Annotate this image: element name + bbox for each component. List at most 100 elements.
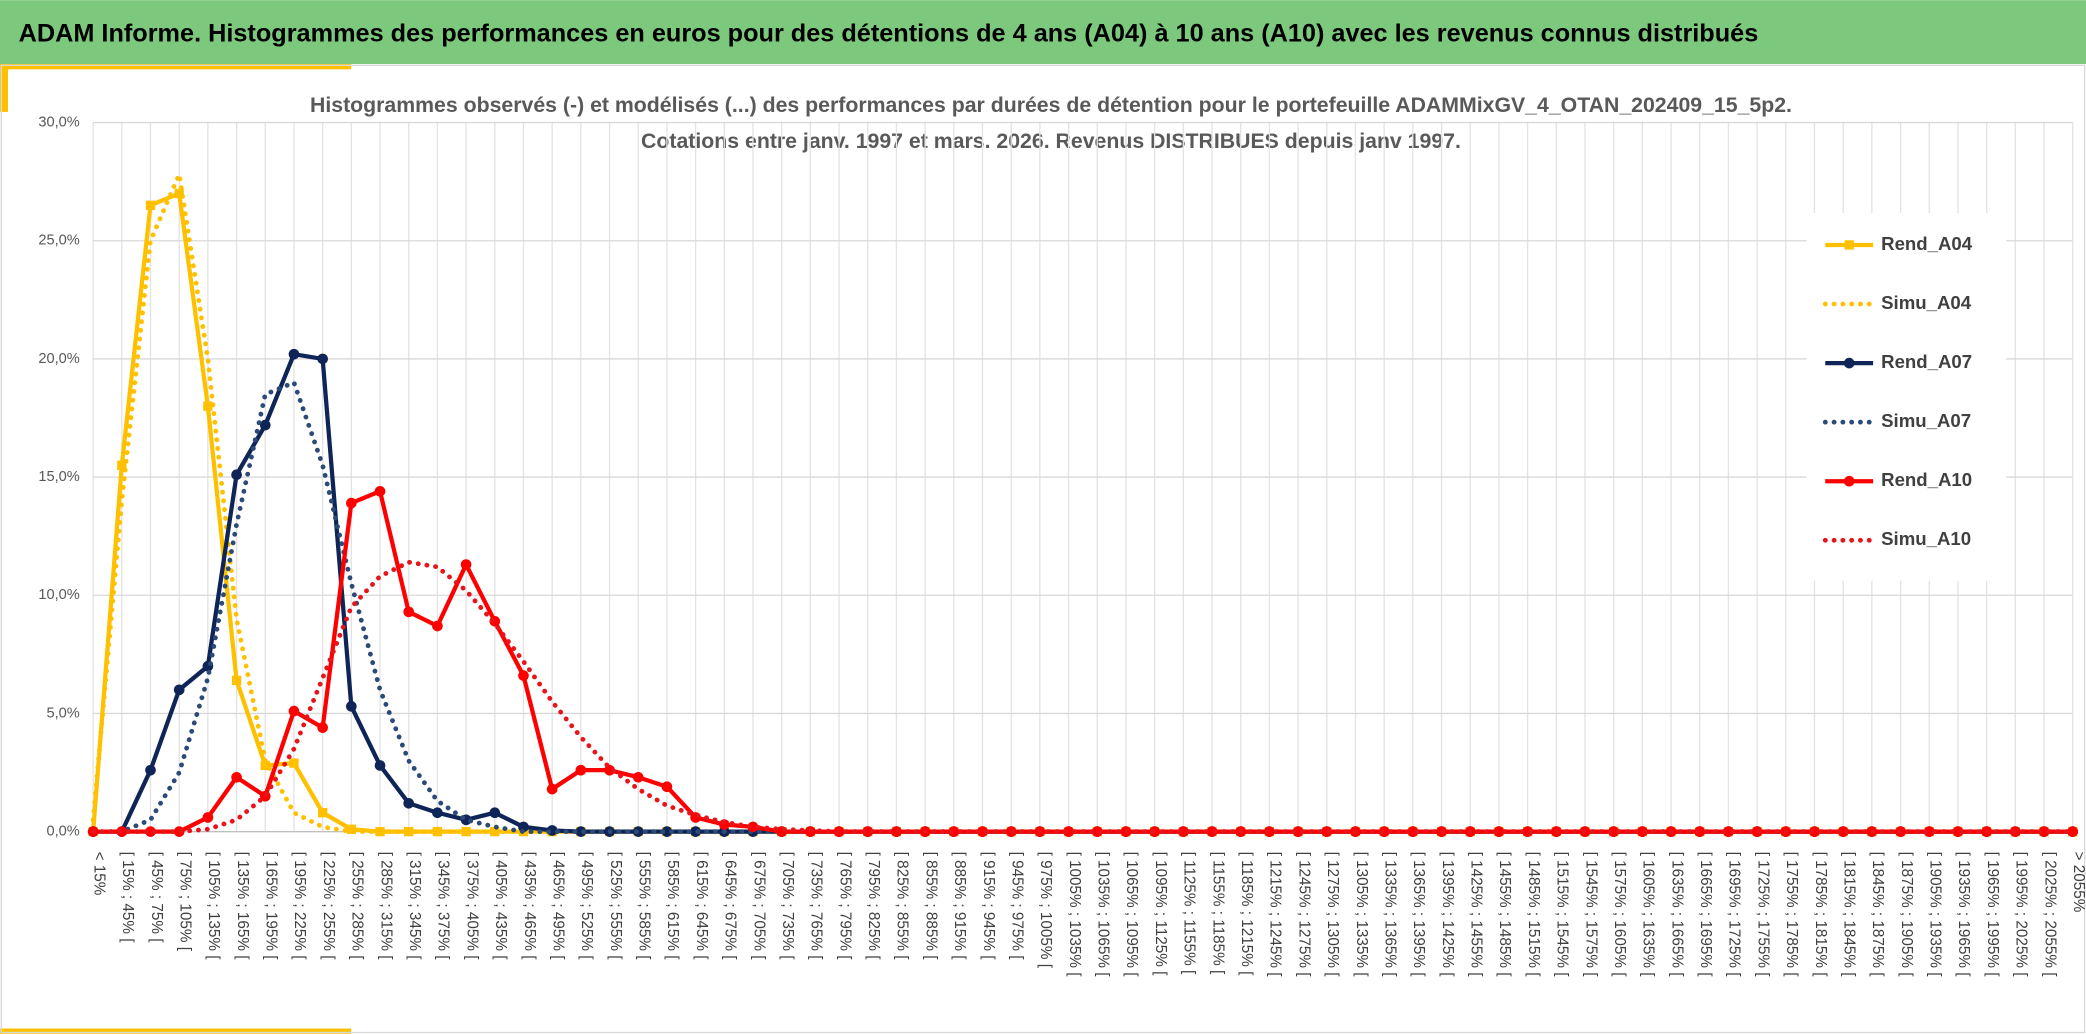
x-tick-label: [ 1335% ; 1365% [ — [1381, 852, 1398, 978]
x-tick-label: [ 1095% ; 1125% [ — [1152, 852, 1169, 977]
point-marker — [260, 760, 270, 771]
x-tick-label: [ 1665% ; 1695% [ — [1697, 852, 1714, 978]
legend-marker — [1843, 475, 1855, 487]
point-marker — [632, 771, 644, 783]
point-marker — [604, 764, 615, 776]
x-tick-label: [ 1485% ; 1515% [ — [1525, 852, 1542, 978]
x-tick-label: [ 1515% ; 1545% [ — [1554, 852, 1571, 978]
x-tick-label: [ 405% ; 435% [ — [492, 852, 509, 961]
point-marker — [317, 808, 328, 818]
point-marker — [202, 812, 214, 823]
x-tick-label: [ 105% ; 135% [ — [205, 852, 222, 961]
x-tick-label: [ 435% ; 465% [ — [521, 852, 538, 961]
chart-frame — [0, 64, 2086, 1034]
point-marker — [289, 758, 299, 768]
point-marker — [2038, 826, 2050, 837]
series-line — [90, 559, 2076, 835]
x-tick-label: [ 285% ; 315% [ — [377, 852, 394, 961]
x-tick-label: [ 795% ; 825% [ — [865, 852, 882, 961]
x-tick-label: [ 165% ; 195% [ — [263, 852, 280, 961]
x-tick-label: [ 1965% ; 1995% [ — [1984, 852, 2001, 978]
x-tick-label: [ 1635% ; 1665% [ — [1668, 852, 1685, 978]
point-marker — [546, 783, 558, 795]
point-marker — [432, 807, 443, 819]
x-tick-label: [ 1275% ; 1305% [ — [1324, 852, 1341, 978]
x-tick-label: [ 1995% ; 2025% [ — [2013, 852, 2030, 978]
chart-subtitle: Cotations entre janv. 1997 et mars. 2026… — [641, 129, 1461, 153]
legend-label: Simu_A07 — [1881, 410, 1971, 431]
x-tick-label: [ 825% ; 855% [ — [894, 852, 911, 961]
point-marker — [948, 826, 960, 837]
x-tick-label: [ 855% ; 885% [ — [922, 852, 939, 961]
accent-left — [0, 64, 8, 112]
x-tick-label: [ 1155% ; 1185% [ — [1209, 852, 1226, 975]
point-marker — [1637, 826, 1648, 837]
x-tick-label: [ 525% ; 555% [ — [607, 852, 624, 961]
header-title: ADAM Informe. Histogrammes des performan… — [19, 19, 1759, 47]
point-marker — [661, 826, 673, 837]
x-tick-label: [ 915% ; 945% [ — [980, 852, 997, 961]
point-marker — [173, 684, 185, 696]
y-tick-label: 15,0% — [38, 469, 79, 485]
x-tick-label: [ 255% ; 285% [ — [349, 852, 366, 961]
point-marker — [1292, 826, 1304, 837]
point-marker — [432, 826, 443, 837]
point-marker — [489, 807, 501, 819]
point-marker — [145, 764, 156, 776]
chart-title: Histogrammes observés (-) et modélisés (… — [310, 93, 1792, 117]
point-marker — [1493, 826, 1505, 837]
point-marker — [661, 781, 673, 793]
x-tick-label: [ 15% ; 45% [ — [119, 852, 136, 944]
point-marker — [231, 771, 242, 783]
legend-marker — [1843, 357, 1855, 369]
y-tick-label: 0,0% — [46, 823, 79, 839]
header-bar — [0, 0, 2086, 65]
x-tick-label: [ 1575% ; 1605% [ — [1611, 852, 1628, 978]
point-marker — [518, 670, 529, 681]
accent-bottom — [0, 1028, 352, 1034]
x-tick-label: [ 705% ; 735% [ — [779, 852, 796, 961]
x-tick-label: [ 945% ; 975% [ — [1008, 852, 1025, 961]
x-tick-label: [ 1245% ; 1275% [ — [1295, 852, 1312, 978]
y-tick-label: 10,0% — [38, 587, 79, 603]
x-tick-label: [ 1935% ; 1965% [ — [1955, 852, 1972, 978]
x-tick-label: [ 975% ; 1005% [ — [1037, 852, 1054, 969]
x-tick-label: [ 1785% ; 1815% [ — [1812, 852, 1829, 978]
x-tick-label: [ 345% ; 375% [ — [435, 852, 452, 961]
x-tick-label: [ 645% ; 675% [ — [722, 852, 739, 961]
point-marker — [432, 620, 443, 632]
y-tick-label: 25,0% — [38, 233, 79, 249]
point-marker — [403, 797, 415, 809]
x-tick-label: [ 1725% ; 1755% [ — [1754, 852, 1771, 978]
x-tick-label: [ 1815% ; 1845% [ — [1840, 852, 1857, 978]
point-marker — [1091, 826, 1103, 837]
accent-top — [0, 64, 352, 70]
point-marker — [575, 826, 587, 837]
point-marker — [460, 559, 472, 570]
x-tick-label: [ 45% ; 75% [ — [148, 852, 165, 944]
x-tick-label: [ 1695% ; 1725% [ — [1726, 852, 1743, 978]
legend-label: Rend_A04 — [1881, 233, 1973, 254]
x-tick-label: [ 1305% ; 1335% [ — [1353, 852, 1370, 978]
point-marker — [145, 200, 156, 210]
point-marker — [1923, 826, 1935, 837]
x-tick-label: [ 585% ; 615% [ — [664, 852, 681, 961]
point-marker — [862, 826, 874, 837]
point-marker — [203, 401, 213, 411]
x-tick-label: [ 1605% ; 1635% [ — [1640, 852, 1657, 978]
legend-box — [1806, 213, 2007, 581]
y-tick-label: 5,0% — [46, 705, 79, 721]
x-tick-label: [ 555% ; 585% [ — [636, 852, 653, 961]
x-tick-label: [ 1065% ; 1095% [ — [1123, 852, 1140, 978]
x-tick-label: [ 135% ; 165% [ — [234, 852, 251, 961]
x-tick-label: [ 1035% ; 1065% [ — [1095, 852, 1112, 978]
x-tick-label: [ 1365% ; 1395% [ — [1410, 852, 1427, 978]
point-marker — [1608, 826, 1619, 837]
legend-label: Rend_A10 — [1881, 469, 1972, 490]
x-tick-label: [ 1395% ; 1425% [ — [1439, 852, 1456, 978]
x-tick-label: [ 495% ; 525% [ — [578, 852, 595, 961]
point-marker — [374, 760, 386, 771]
x-tick-label: [ 885% ; 915% [ — [951, 852, 968, 961]
x-tick-label: [ 1215% ; 1245% [ — [1267, 852, 1284, 978]
